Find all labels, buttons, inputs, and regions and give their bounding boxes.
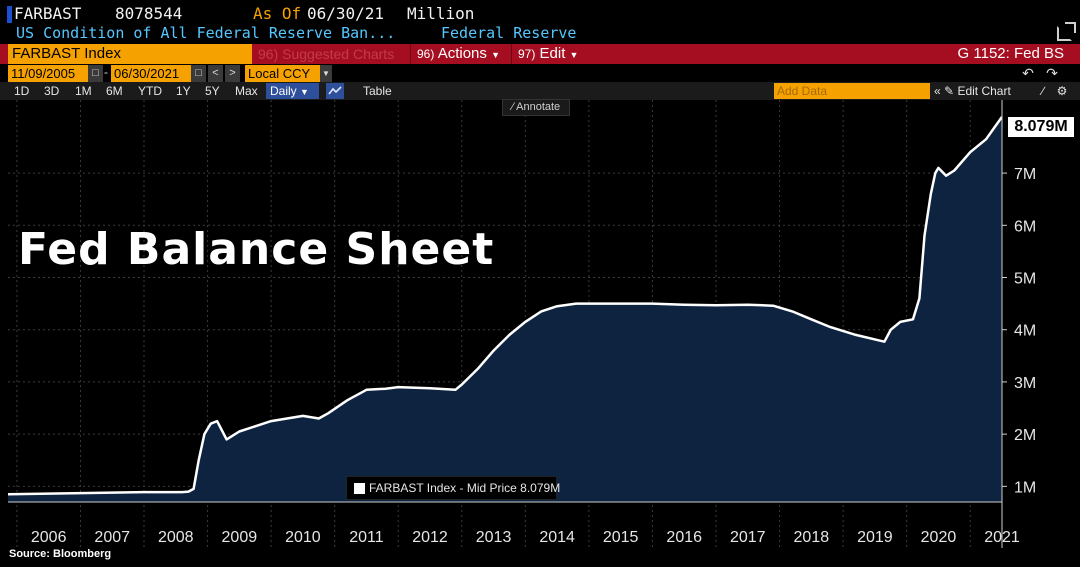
x-tick-label: 2017 [730, 529, 766, 546]
x-axis: 2006 2007 2008 2009 2010 2011 2012 2013 2014 2015… [8, 501, 1020, 546]
x-tick-label: 2006 [31, 529, 67, 546]
calendar-icon[interactable]: □ [88, 65, 103, 82]
y-tick-label: 3M [1014, 375, 1036, 392]
security-description-row: US Condition of All Federal Reserve Ban.… [0, 22, 1080, 44]
range-1d[interactable]: 1D [14, 84, 30, 98]
y-axis: 1M 2M 3M 4M 5M 6M 7M [1001, 100, 1080, 548]
range-max[interactable]: Max [235, 84, 258, 98]
frequency-label: Daily [270, 84, 297, 98]
chevron-down-icon: ▼ [300, 87, 309, 97]
y-tick-label: 5M [1014, 271, 1036, 288]
collapse-icon: « [934, 84, 941, 98]
chevron-down-icon: ▼ [491, 50, 500, 60]
x-tick-label: 2014 [539, 529, 575, 546]
chevron-down-icon: ▼ [569, 50, 579, 60]
suggested-charts-button[interactable]: 96) Suggested Charts [258, 46, 395, 62]
x-tick-label: 2015 [603, 529, 639, 546]
as-of-date: 06/30/21 [307, 4, 385, 23]
actions-menu-label: Actions [437, 45, 487, 62]
table-button[interactable]: Table [363, 84, 392, 98]
selection-marker [7, 6, 12, 23]
as-of-label: As Of [253, 4, 302, 23]
actions-menu[interactable]: 96) Actions ▼ [410, 44, 510, 64]
calendar-icon[interactable]: □ [191, 65, 206, 82]
data-source-name: Federal Reserve [441, 24, 577, 42]
chevron-left-icon[interactable]: < [208, 65, 223, 82]
currency-select[interactable]: Local CCY [245, 65, 320, 82]
actions-menu-number: 96) [417, 47, 435, 61]
range-3d[interactable]: 3D [44, 84, 60, 98]
y-tick-label: 7M [1014, 166, 1036, 183]
y-axis-panel [1002, 100, 1080, 548]
chart-title: Fed Balance Sheet [18, 224, 495, 275]
range-1y[interactable]: 1Y [176, 84, 191, 98]
area-fill [8, 116, 1002, 503]
range-toolbar: 1D 3D 1M 6M YTD 1Y 5Y Max Daily ▼ Table … [0, 82, 1080, 100]
edit-menu-number: 97) [518, 47, 536, 61]
x-tick-label: 2011 [349, 529, 384, 546]
range-5y[interactable]: 5Y [205, 84, 220, 98]
y-tick-label: 6M [1014, 218, 1036, 235]
x-tick-label: 2019 [857, 529, 893, 546]
edit-chart-button[interactable]: « ✎ Edit Chart [934, 82, 1011, 100]
annotate-label: Annotate [516, 101, 561, 113]
security-description: US Condition of All Federal Reserve Ban.… [16, 24, 396, 42]
annotate-button[interactable]: ∕ Annotate [502, 99, 570, 116]
ticker-symbol[interactable]: FARBAST [14, 4, 82, 23]
x-tick-label: 2021 [984, 529, 1020, 546]
pencil-icon: ✎ [944, 84, 955, 98]
ticker-value: 8078544 [115, 4, 183, 23]
x-tick-label: 2010 [285, 529, 321, 546]
range-1m[interactable]: 1M [75, 84, 92, 98]
x-tick-label: 2020 [921, 529, 957, 546]
gear-icon[interactable]: ⚙ [1056, 84, 1068, 98]
series-line [7, 116, 1004, 496]
chevron-down-icon[interactable]: ▼ [320, 65, 332, 82]
y-tick-label: 2M [1014, 427, 1036, 444]
pencil-icon: ∕ [511, 101, 514, 113]
undo-icon[interactable]: ↶ [1022, 65, 1034, 81]
x-tick-label: 2008 [158, 529, 194, 546]
popout-icon[interactable] [1057, 22, 1076, 41]
y-tick-label: 4M [1014, 323, 1036, 340]
legend-label: FARBAST Index - Mid Price 8.079M [369, 481, 561, 495]
security-header: FARBAST 8078544 As Of 06/30/21 Million [0, 4, 1080, 24]
add-data-input[interactable]: Add Data [774, 83, 930, 99]
source-note: Source: Bloomberg [9, 548, 112, 560]
range-6m[interactable]: 6M [106, 84, 123, 98]
legend-swatch [354, 483, 365, 494]
edit-menu-label: Edit [539, 45, 566, 62]
frequency-select[interactable]: Daily ▼ [266, 83, 319, 99]
start-date-field[interactable]: 11/09/2005 [8, 65, 88, 82]
x-tick-label: 2018 [794, 529, 830, 546]
date-separator: - [104, 65, 108, 79]
edit-chart-label: Edit Chart [957, 84, 1011, 98]
x-tick-label: 2012 [412, 529, 448, 546]
range-ytd[interactable]: YTD [138, 84, 162, 98]
x-tick-label: 2007 [94, 529, 130, 546]
x-tick-label: 2016 [666, 529, 702, 546]
command-bar: FARBAST Index 96) Suggested Charts 96) A… [0, 44, 1080, 64]
ticker-input[interactable]: FARBAST Index [8, 44, 252, 64]
line-chart-icon[interactable] [326, 83, 344, 99]
x-tick-label: 2013 [476, 529, 512, 546]
redo-icon[interactable]: ↷ [1046, 65, 1058, 81]
last-value-label: 8.079M [1008, 117, 1074, 137]
end-date-field[interactable]: 06/30/2021 [111, 65, 191, 82]
edit-menu[interactable]: 97) Edit ▼ [511, 44, 581, 64]
draw-icon[interactable]: ∕ [1041, 84, 1044, 98]
chart-legend: FARBAST Index - Mid Price 8.079M [346, 476, 561, 500]
y-tick-label: 1M [1014, 479, 1036, 496]
date-range-row: 11/09/2005 □ - 06/30/2021 □ < > Local CC… [0, 64, 1080, 82]
unit-label: Million [407, 4, 475, 23]
chart-id-label[interactable]: G 1152: Fed BS [957, 45, 1064, 62]
x-tick-label: 2009 [222, 529, 258, 546]
chevron-right-icon[interactable]: > [225, 65, 240, 82]
